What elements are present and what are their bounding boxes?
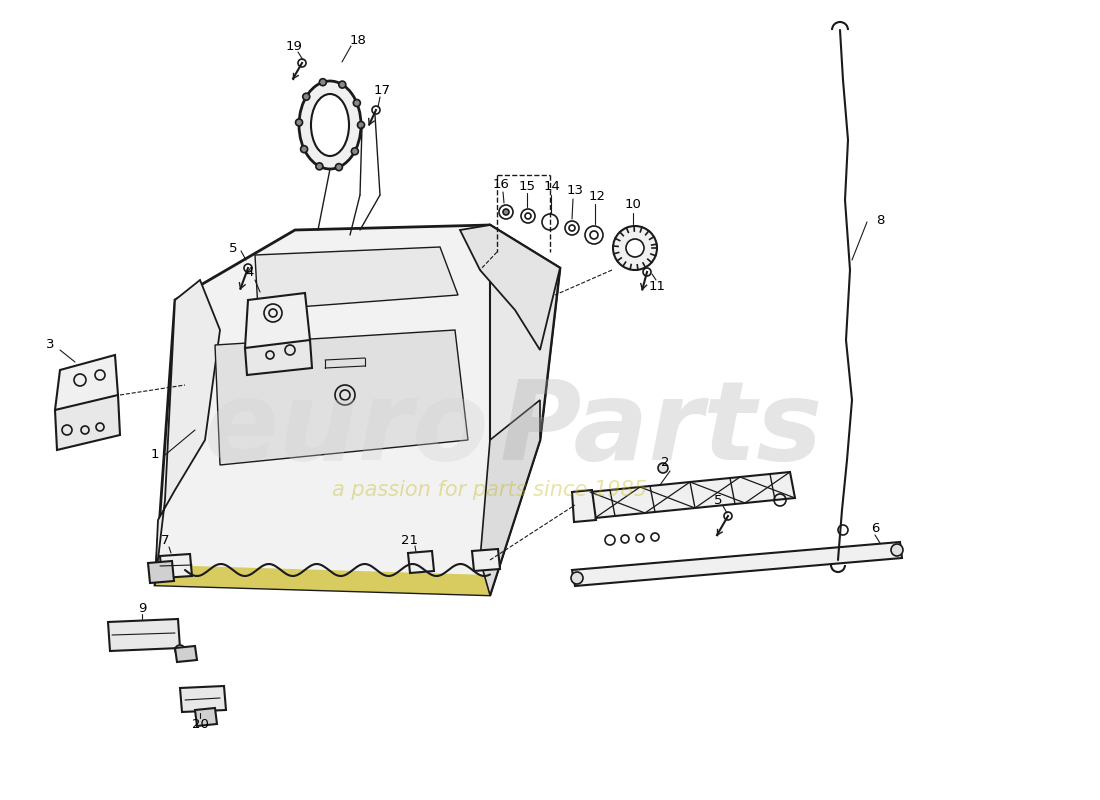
Polygon shape xyxy=(245,293,310,355)
Polygon shape xyxy=(480,400,540,595)
Circle shape xyxy=(613,226,657,270)
Circle shape xyxy=(372,106,379,114)
Text: a passion for parts since 1985: a passion for parts since 1985 xyxy=(332,480,648,500)
Text: euro: euro xyxy=(205,377,490,483)
Polygon shape xyxy=(55,395,120,450)
Polygon shape xyxy=(214,330,468,465)
Polygon shape xyxy=(590,472,795,518)
Polygon shape xyxy=(195,708,217,726)
Circle shape xyxy=(316,163,323,170)
Text: 11: 11 xyxy=(649,279,666,293)
Polygon shape xyxy=(148,561,174,583)
Text: 3: 3 xyxy=(46,338,54,351)
Circle shape xyxy=(336,164,342,170)
Circle shape xyxy=(571,572,583,584)
Ellipse shape xyxy=(299,81,361,169)
Polygon shape xyxy=(472,549,500,571)
Text: 6: 6 xyxy=(871,522,879,534)
Circle shape xyxy=(336,385,355,405)
Circle shape xyxy=(626,239,644,257)
Text: 15: 15 xyxy=(518,179,536,193)
Polygon shape xyxy=(572,542,902,586)
Text: 17: 17 xyxy=(374,83,390,97)
Polygon shape xyxy=(175,646,197,662)
Circle shape xyxy=(503,209,509,215)
Polygon shape xyxy=(490,225,560,595)
Circle shape xyxy=(298,59,306,67)
Polygon shape xyxy=(108,619,180,651)
Circle shape xyxy=(353,99,361,106)
Text: 18: 18 xyxy=(350,34,366,46)
Polygon shape xyxy=(55,355,118,430)
Polygon shape xyxy=(155,225,560,595)
Text: 9: 9 xyxy=(138,602,146,614)
Text: 4: 4 xyxy=(245,266,254,279)
Circle shape xyxy=(296,119,303,126)
Circle shape xyxy=(62,425,72,435)
Circle shape xyxy=(244,264,252,272)
Text: 5: 5 xyxy=(714,494,723,506)
Circle shape xyxy=(724,512,732,520)
Polygon shape xyxy=(245,340,312,375)
Text: Parts: Parts xyxy=(500,377,824,483)
Circle shape xyxy=(302,94,310,100)
Circle shape xyxy=(891,544,903,556)
Circle shape xyxy=(319,78,327,86)
Text: 12: 12 xyxy=(588,190,605,202)
Circle shape xyxy=(339,81,345,88)
Polygon shape xyxy=(572,490,596,522)
Text: 10: 10 xyxy=(625,198,641,211)
Text: 14: 14 xyxy=(543,181,560,194)
Circle shape xyxy=(175,645,185,655)
Polygon shape xyxy=(408,551,435,573)
Polygon shape xyxy=(460,225,560,350)
Text: 8: 8 xyxy=(876,214,884,226)
Text: 19: 19 xyxy=(286,41,302,54)
Polygon shape xyxy=(160,554,192,578)
Circle shape xyxy=(264,304,282,322)
Circle shape xyxy=(358,122,364,129)
Polygon shape xyxy=(155,280,220,585)
Circle shape xyxy=(351,148,359,154)
Ellipse shape xyxy=(311,94,349,156)
Text: 20: 20 xyxy=(191,718,208,731)
Text: 5: 5 xyxy=(229,242,238,254)
Text: 7: 7 xyxy=(161,534,169,547)
Polygon shape xyxy=(155,565,490,595)
Circle shape xyxy=(658,463,668,473)
Text: 21: 21 xyxy=(402,534,418,546)
Text: 13: 13 xyxy=(566,185,583,198)
Polygon shape xyxy=(180,686,226,712)
Circle shape xyxy=(74,374,86,386)
Text: 16: 16 xyxy=(493,178,509,191)
Circle shape xyxy=(300,146,308,153)
Text: 1: 1 xyxy=(151,449,160,462)
Text: 2: 2 xyxy=(661,457,669,470)
Polygon shape xyxy=(255,247,458,310)
Circle shape xyxy=(644,268,651,276)
